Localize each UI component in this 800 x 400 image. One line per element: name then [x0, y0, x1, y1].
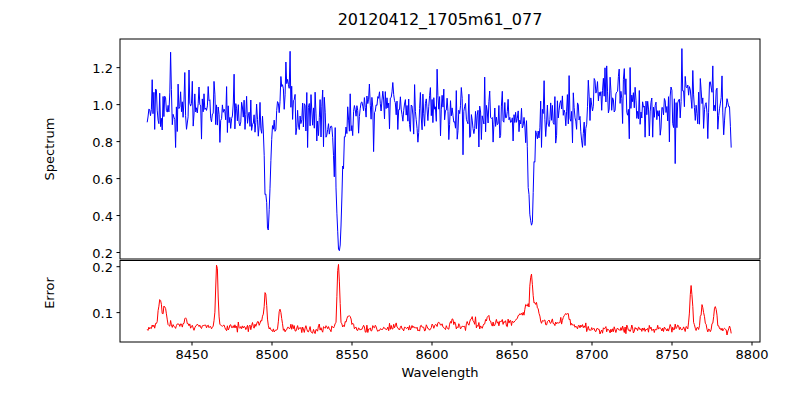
x-tick-label: 8550	[335, 348, 368, 361]
error-y-tick-label: 0.1	[69, 306, 113, 319]
figure: 20120412_1705m61_077 Spectrum Error Wave…	[0, 0, 800, 400]
x-tick-label: 8450	[175, 348, 208, 361]
x-tick-label: 8750	[655, 348, 688, 361]
x-tick-label: 8700	[575, 348, 608, 361]
x-tick-label: 8800	[735, 348, 768, 361]
spectrum-y-tick-label: 1.2	[69, 61, 113, 74]
spectrum-y-tick-label: 0.6	[69, 172, 113, 185]
spectrum-y-tick-label: 0.2	[69, 246, 113, 259]
plot-canvas	[0, 0, 800, 400]
spectrum-y-tick-label: 0.8	[69, 135, 113, 148]
spectrum-y-tick-label: 0.4	[69, 209, 113, 222]
error-y-tick-label: 0.2	[69, 260, 113, 273]
spectrum-axes-frame	[120, 39, 760, 259]
error-line	[147, 264, 731, 335]
x-tick-label: 8600	[415, 348, 448, 361]
spectrum-y-tick-label: 1.0	[69, 98, 113, 111]
spectrum-line	[147, 49, 731, 251]
x-tick-label: 8650	[495, 348, 528, 361]
x-tick-label: 8500	[255, 348, 288, 361]
